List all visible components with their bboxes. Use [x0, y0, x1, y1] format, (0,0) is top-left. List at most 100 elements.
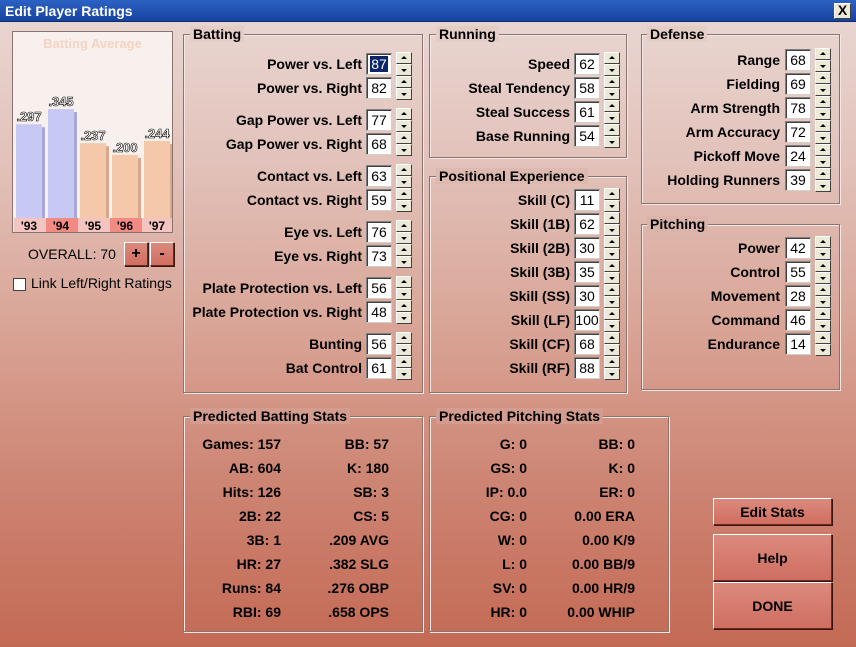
- edit-stats-button[interactable]: Edit Stats: [713, 498, 832, 525]
- positional-spinner-2[interactable]: [604, 236, 620, 260]
- defense-value-4[interactable]: 24: [785, 145, 811, 167]
- batting-value-4[interactable]: 63: [366, 165, 392, 187]
- spin-up-icon[interactable]: [396, 108, 412, 120]
- spin-down-icon[interactable]: [604, 112, 620, 124]
- positional-value-2[interactable]: 30: [574, 237, 600, 259]
- spin-down-icon[interactable]: [396, 88, 412, 100]
- defense-value-3[interactable]: 72: [785, 121, 811, 143]
- spin-down-icon[interactable]: [396, 144, 412, 156]
- pitching-value-4[interactable]: 14: [785, 333, 811, 355]
- pitching-value-3[interactable]: 46: [785, 309, 811, 331]
- batting-spinner-8[interactable]: [396, 276, 412, 300]
- batting-spinner-2[interactable]: [396, 108, 412, 132]
- pitching-value-2[interactable]: 28: [785, 285, 811, 307]
- spin-up-icon[interactable]: [604, 332, 620, 344]
- spin-down-icon[interactable]: [396, 176, 412, 188]
- positional-spinner-0[interactable]: [604, 188, 620, 212]
- defense-spinner-0[interactable]: [815, 48, 831, 72]
- spin-down-icon[interactable]: [604, 248, 620, 260]
- pitching-value-0[interactable]: 42: [785, 237, 811, 259]
- spin-up-icon[interactable]: [396, 220, 412, 232]
- spin-down-icon[interactable]: [815, 132, 831, 144]
- spin-up-icon[interactable]: [396, 52, 412, 64]
- batting-spinner-5[interactable]: [396, 188, 412, 212]
- positional-value-5[interactable]: 100: [574, 309, 600, 331]
- spin-down-icon[interactable]: [815, 344, 831, 356]
- spin-up-icon[interactable]: [396, 164, 412, 176]
- spin-down-icon[interactable]: [396, 312, 412, 324]
- spin-down-icon[interactable]: [396, 200, 412, 212]
- link-ratings-checkbox[interactable]: [13, 278, 26, 291]
- positional-value-3[interactable]: 35: [574, 261, 600, 283]
- pitching-spinner-0[interactable]: [815, 236, 831, 260]
- pitching-spinner-3[interactable]: [815, 308, 831, 332]
- spin-down-icon[interactable]: [815, 180, 831, 192]
- running-value-1[interactable]: 58: [574, 77, 600, 99]
- spin-down-icon[interactable]: [604, 224, 620, 236]
- batting-spinner-4[interactable]: [396, 164, 412, 188]
- spin-up-icon[interactable]: [604, 260, 620, 272]
- spin-down-icon[interactable]: [604, 296, 620, 308]
- spin-up-icon[interactable]: [815, 332, 831, 344]
- done-button[interactable]: DONE: [713, 582, 832, 629]
- batting-value-2[interactable]: 77: [366, 109, 392, 131]
- spin-down-icon[interactable]: [604, 64, 620, 76]
- spin-up-icon[interactable]: [604, 52, 620, 64]
- spin-down-icon[interactable]: [396, 344, 412, 356]
- spin-down-icon[interactable]: [815, 248, 831, 260]
- spin-up-icon[interactable]: [604, 76, 620, 88]
- running-spinner-0[interactable]: [604, 52, 620, 76]
- spin-up-icon[interactable]: [815, 96, 831, 108]
- positional-spinner-4[interactable]: [604, 284, 620, 308]
- positional-value-7[interactable]: 88: [574, 357, 600, 379]
- spin-up-icon[interactable]: [815, 236, 831, 248]
- running-value-3[interactable]: 54: [574, 125, 600, 147]
- spin-up-icon[interactable]: [815, 260, 831, 272]
- positional-spinner-5[interactable]: [604, 308, 620, 332]
- spin-up-icon[interactable]: [604, 356, 620, 368]
- spin-up-icon[interactable]: [396, 188, 412, 200]
- pitching-value-1[interactable]: 55: [785, 261, 811, 283]
- defense-value-2[interactable]: 78: [785, 97, 811, 119]
- spin-down-icon[interactable]: [815, 108, 831, 120]
- overall-plus-button[interactable]: +: [124, 242, 148, 266]
- spin-up-icon[interactable]: [396, 332, 412, 344]
- spin-up-icon[interactable]: [396, 244, 412, 256]
- spin-up-icon[interactable]: [396, 300, 412, 312]
- overall-minus-button[interactable]: -: [150, 242, 174, 266]
- spin-down-icon[interactable]: [604, 136, 620, 148]
- spin-down-icon[interactable]: [604, 272, 620, 284]
- spin-down-icon[interactable]: [815, 60, 831, 72]
- spin-down-icon[interactable]: [604, 88, 620, 100]
- close-button[interactable]: X: [834, 3, 851, 19]
- spin-down-icon[interactable]: [396, 232, 412, 244]
- spin-down-icon[interactable]: [396, 256, 412, 268]
- batting-value-1[interactable]: 82: [366, 77, 392, 99]
- spin-down-icon[interactable]: [604, 368, 620, 380]
- spin-up-icon[interactable]: [815, 284, 831, 296]
- positional-spinner-1[interactable]: [604, 212, 620, 236]
- batting-spinner-9[interactable]: [396, 300, 412, 324]
- positional-value-6[interactable]: 68: [574, 333, 600, 355]
- pitching-spinner-4[interactable]: [815, 332, 831, 356]
- batting-value-3[interactable]: 68: [366, 133, 392, 155]
- help-button[interactable]: Help: [713, 534, 832, 581]
- batting-spinner-10[interactable]: [396, 332, 412, 356]
- batting-value-10[interactable]: 56: [366, 333, 392, 355]
- spin-down-icon[interactable]: [815, 272, 831, 284]
- defense-spinner-1[interactable]: [815, 72, 831, 96]
- spin-up-icon[interactable]: [604, 212, 620, 224]
- spin-up-icon[interactable]: [815, 308, 831, 320]
- batting-spinner-6[interactable]: [396, 220, 412, 244]
- spin-up-icon[interactable]: [604, 124, 620, 136]
- spin-down-icon[interactable]: [815, 320, 831, 332]
- batting-spinner-7[interactable]: [396, 244, 412, 268]
- spin-down-icon[interactable]: [604, 320, 620, 332]
- spin-up-icon[interactable]: [604, 284, 620, 296]
- positional-spinner-6[interactable]: [604, 332, 620, 356]
- spin-up-icon[interactable]: [815, 120, 831, 132]
- defense-spinner-3[interactable]: [815, 120, 831, 144]
- defense-value-0[interactable]: 68: [785, 49, 811, 71]
- pitching-spinner-2[interactable]: [815, 284, 831, 308]
- positional-value-4[interactable]: 30: [574, 285, 600, 307]
